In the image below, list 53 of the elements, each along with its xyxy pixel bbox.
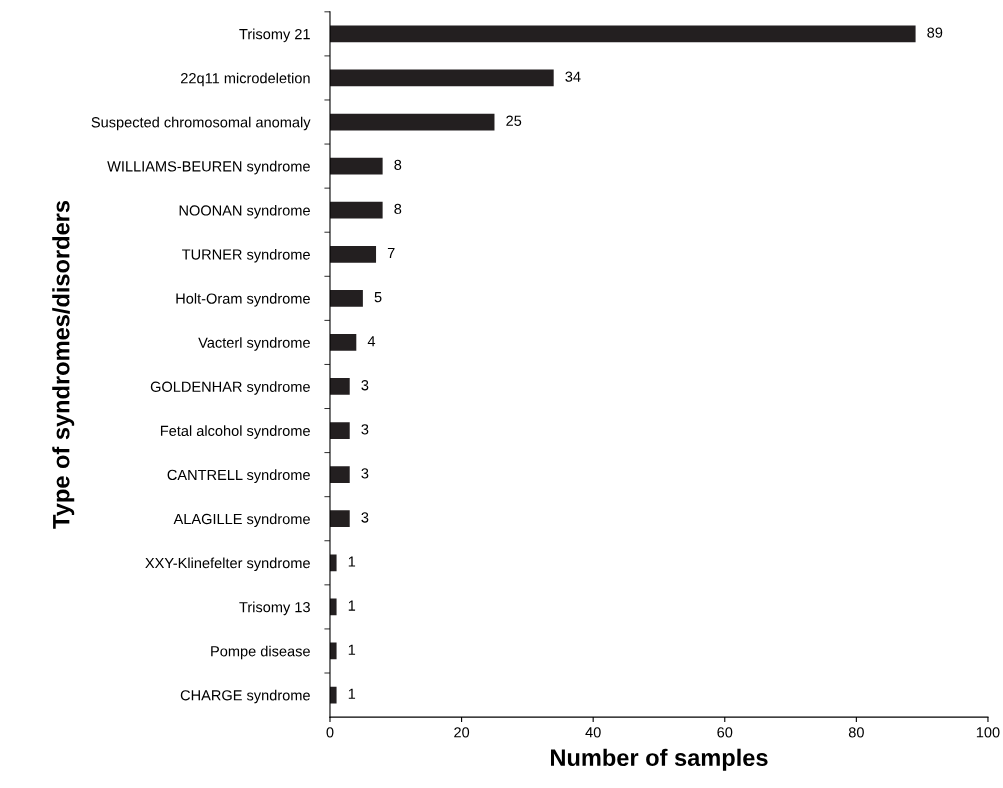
y-tick-label: XXY-Klinefelter syndrome [145,557,310,572]
y-tick-label: Holt-Oram syndrome [176,293,310,307]
y-axis-title: Type of syndromes/disorders [52,200,75,529]
bar [329,245,377,263]
bar [329,554,337,572]
data-label: 1 [348,644,356,655]
data-label: 4 [367,336,376,347]
bar [329,466,350,484]
bar [329,510,350,528]
y-tick-label: TURNER syndrome [182,248,310,263]
x-tick-label: 100 [976,727,1000,738]
y-tick-label: 22q11 microdeletion [181,72,310,87]
data-label: 3 [361,424,369,435]
data-label: 3 [361,380,369,391]
y-tick-label: Trisomy 21 [239,28,310,43]
x-tick-label: 80 [848,727,864,738]
y-tick-label: NOONAN syndrome [179,204,310,219]
y-tick-label: WILLIAMS-BEUREN syndrome [107,160,310,175]
bar [329,157,383,175]
y-tick-label: Fetal alcohol syndrome [160,425,310,439]
y-tick-label: Suspected chromosomal anomaly [91,116,311,131]
y-tick-label: Pompe disease [211,645,310,660]
data-label: 8 [394,159,402,171]
y-tick-label: Trisomy 13 [239,601,310,616]
data-label: 25 [506,115,522,126]
x-tick-label: 20 [454,727,470,738]
y-tick-label: ALAGILLE syndrome [173,513,310,528]
x-tick-label: 0 [326,727,334,738]
y-tick-label: GOLDENHAR syndrome [150,381,310,395]
data-label: 89 [927,27,943,38]
data-label: 5 [374,292,382,303]
data-label: 7 [387,247,395,259]
bar [329,334,357,351]
data-label: 1 [348,556,356,567]
bar [329,69,554,87]
bar [329,201,383,219]
bar [329,289,363,307]
bar [329,378,350,395]
x-tick-label: 60 [717,727,733,738]
data-label: 1 [348,688,356,699]
bar [329,113,495,131]
y-tick-label: Vacterl syndrome [198,337,310,351]
x-axis-title: Number of samples [551,748,768,771]
data-label: 3 [361,512,369,523]
bar [329,422,350,439]
data-label: 8 [394,203,402,215]
data-label: 34 [565,71,581,82]
bar [329,25,916,43]
data-label: 1 [348,600,356,611]
data-label: 3 [361,468,369,479]
y-tick-label: CHARGE syndrome [180,689,310,704]
x-tick-label: 40 [585,727,601,738]
y-tick-label: CANTRELL syndrome [167,469,310,483]
